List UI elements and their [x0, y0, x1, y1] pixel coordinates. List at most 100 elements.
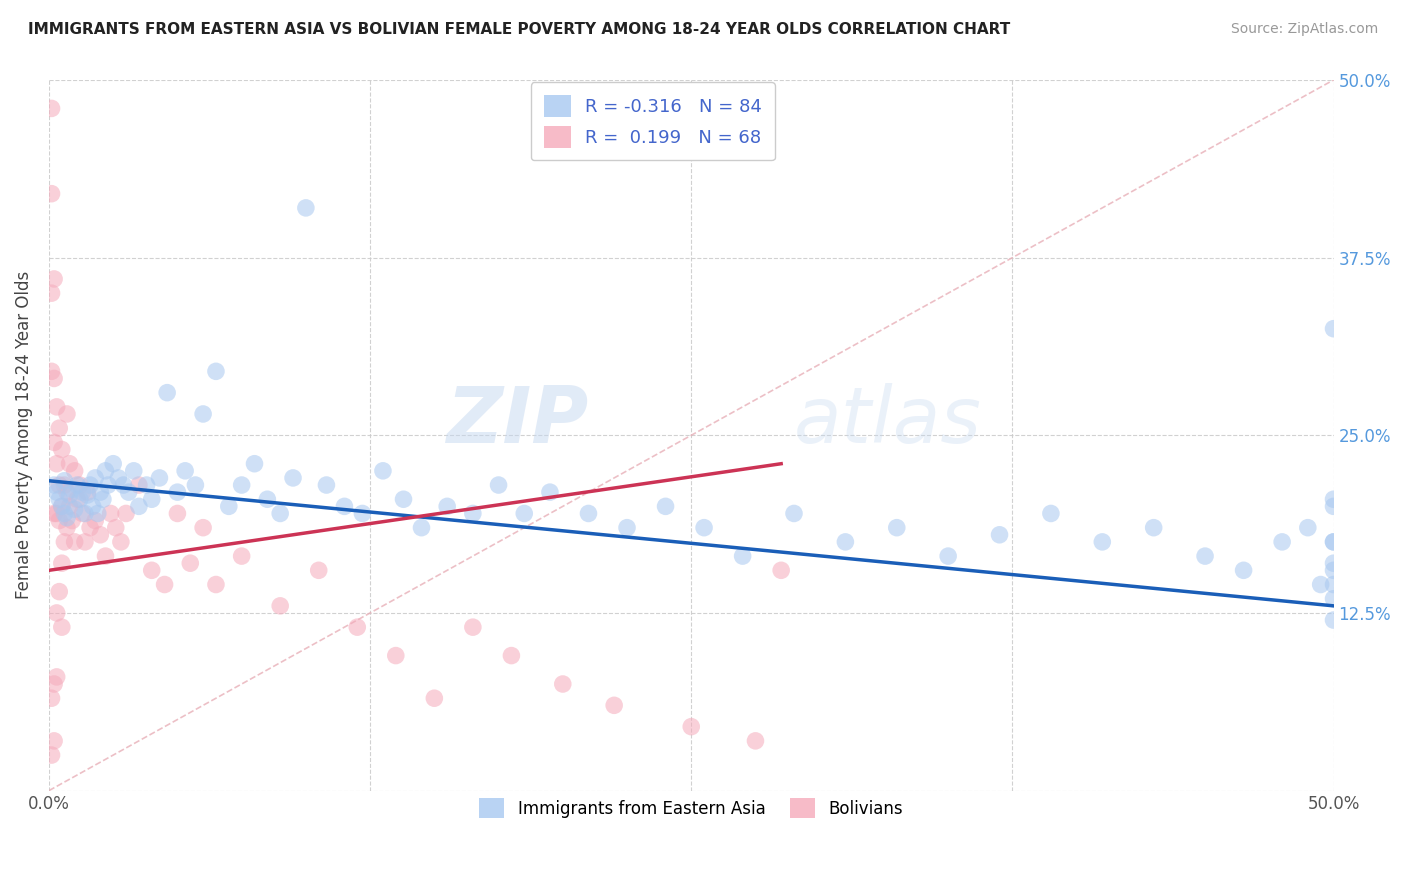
Point: [371, 464, 394, 478]
Point: [84, 471, 107, 485]
Point: [48, 492, 70, 507]
Point: [513, 507, 536, 521]
Point: [63, 464, 86, 478]
Point: [76, 488, 98, 502]
Point: [423, 691, 446, 706]
Point: [63, 502, 86, 516]
Point: [191, 407, 214, 421]
Point: [58, 488, 80, 502]
Point: [41, 747, 63, 762]
Point: [179, 556, 201, 570]
Point: [281, 471, 304, 485]
Point: [352, 507, 374, 521]
Point: [1194, 549, 1216, 563]
Point: [1091, 534, 1114, 549]
Point: [45, 606, 67, 620]
Point: [1322, 534, 1344, 549]
Point: [53, 507, 76, 521]
Point: [58, 457, 80, 471]
Point: [122, 464, 145, 478]
Legend: Immigrants from Eastern Asia, Bolivians: Immigrants from Eastern Asia, Bolivians: [472, 791, 910, 825]
Point: [48, 584, 70, 599]
Point: [56, 521, 79, 535]
Point: [461, 507, 484, 521]
Point: [936, 549, 959, 563]
Point: [73, 534, 96, 549]
Point: [1322, 534, 1344, 549]
Point: [115, 507, 138, 521]
Point: [69, 492, 91, 507]
Point: [60, 483, 83, 497]
Point: [53, 534, 76, 549]
Point: [744, 734, 766, 748]
Point: [770, 563, 793, 577]
Point: [141, 563, 163, 577]
Point: [51, 500, 73, 514]
Point: [1322, 321, 1344, 335]
Point: [48, 421, 70, 435]
Point: [42, 435, 65, 450]
Point: [42, 371, 65, 385]
Point: [488, 478, 510, 492]
Point: [231, 549, 253, 563]
Point: [385, 648, 408, 663]
Point: [1322, 563, 1344, 577]
Point: [45, 400, 67, 414]
Point: [1322, 591, 1344, 606]
Point: [51, 500, 73, 514]
Point: [295, 201, 318, 215]
Point: [681, 720, 703, 734]
Point: [53, 478, 76, 492]
Point: [308, 563, 330, 577]
Point: [72, 507, 94, 521]
Point: [94, 549, 117, 563]
Point: [117, 485, 139, 500]
Point: [538, 485, 561, 500]
Point: [834, 534, 856, 549]
Point: [616, 521, 638, 535]
Point: [100, 507, 122, 521]
Point: [1322, 492, 1344, 507]
Point: [166, 485, 188, 500]
Text: atlas: atlas: [794, 383, 981, 459]
Point: [41, 691, 63, 706]
Point: [1322, 556, 1344, 570]
Point: [1232, 563, 1254, 577]
Point: [42, 507, 65, 521]
Point: [51, 556, 73, 570]
Point: [45, 485, 67, 500]
Point: [69, 478, 91, 492]
Point: [988, 528, 1011, 542]
Point: [1309, 577, 1331, 591]
Point: [56, 485, 79, 500]
Point: [76, 485, 98, 500]
Point: [886, 521, 908, 535]
Point: [269, 599, 291, 613]
Point: [41, 186, 63, 201]
Point: [48, 478, 70, 492]
Point: [72, 485, 94, 500]
Y-axis label: Female Poverty Among 18-24 Year Olds: Female Poverty Among 18-24 Year Olds: [15, 271, 32, 599]
Point: [112, 478, 135, 492]
Point: [141, 492, 163, 507]
Point: [205, 577, 228, 591]
Point: [333, 500, 356, 514]
Point: [1322, 613, 1344, 627]
Point: [48, 514, 70, 528]
Point: [51, 620, 73, 634]
Point: [166, 507, 188, 521]
Point: [66, 492, 89, 507]
Point: [1322, 500, 1344, 514]
Point: [89, 528, 111, 542]
Point: [103, 457, 125, 471]
Point: [42, 677, 65, 691]
Point: [603, 698, 626, 713]
Point: [58, 500, 80, 514]
Point: [42, 272, 65, 286]
Text: IMMIGRANTS FROM EASTERN ASIA VS BOLIVIAN FEMALE POVERTY AMONG 18-24 YEAR OLDS CO: IMMIGRANTS FROM EASTERN ASIA VS BOLIVIAN…: [28, 22, 1011, 37]
Point: [693, 521, 716, 535]
Point: [153, 577, 176, 591]
Point: [45, 670, 67, 684]
Text: ZIP: ZIP: [446, 383, 589, 459]
Point: [128, 478, 150, 492]
